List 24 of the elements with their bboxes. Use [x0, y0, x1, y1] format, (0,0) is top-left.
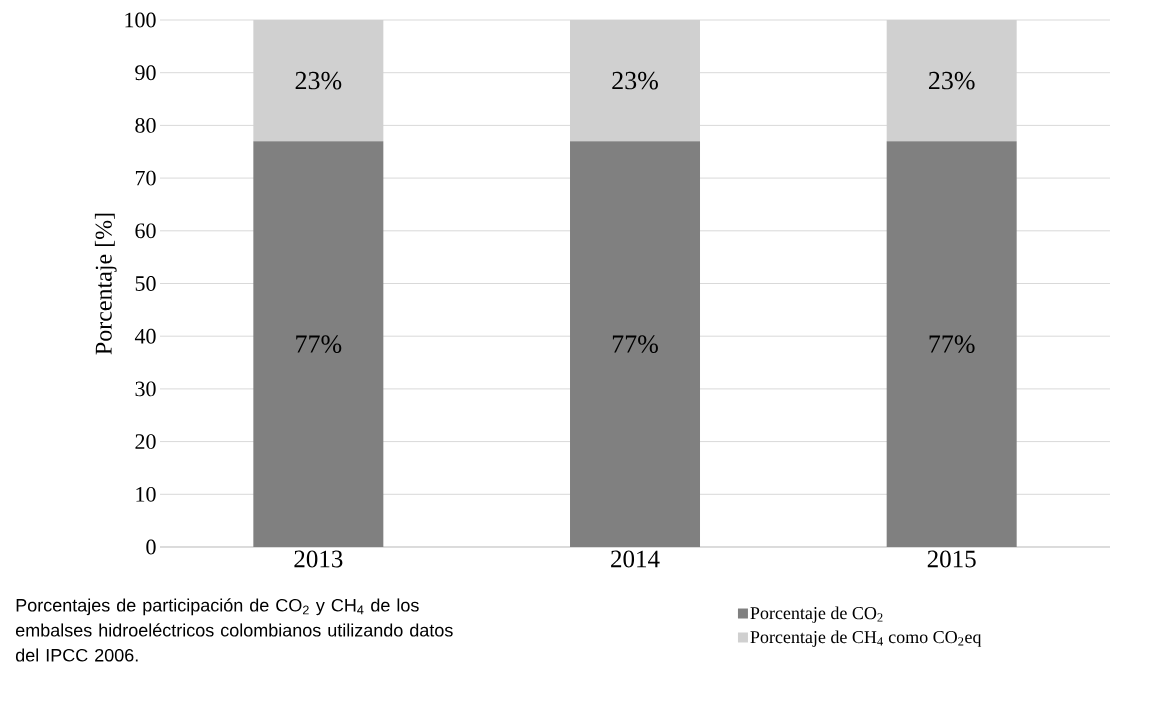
y-tick-label: 70 [135, 170, 156, 186]
x-tick-label: 2015 [927, 550, 976, 568]
y-tick-label: 10 [136, 486, 156, 502]
y-tick-label: 90 [135, 65, 156, 81]
data-label: 23% [928, 71, 975, 90]
text: Porcentajes de participación de CO$_{2}$ y CH$_{4}$ de los embalses hidroeléctricos colombianos utilizando datos del IPCC 2006. [15, 598, 453, 662]
y-tick-label: 100 [125, 12, 156, 28]
y-axis-title: Porcentaje [%] [94, 213, 117, 355]
data-label: 23% [295, 71, 342, 90]
y-tick-label: 40 [134, 328, 156, 344]
y-tick-label: 30 [135, 381, 156, 397]
data-label: 77% [612, 335, 658, 353]
y-tick-label: 80 [135, 117, 156, 133]
x-tick-label: 2013 [294, 550, 343, 568]
y-tick-label: 50 [135, 276, 156, 291]
legend-label: Porcentaje de CH$_{4}$ como CO$_{2}$eq [750, 630, 982, 647]
x-tick-label: 2014 [611, 550, 660, 568]
y-tick-label: 60 [135, 223, 156, 239]
data-label: 23% [612, 71, 658, 90]
y-tick-label: 20 [135, 434, 156, 450]
data-label: 77% [296, 335, 342, 353]
data-label: 77% [929, 335, 975, 353]
legend-label: Porcentaje de CO$_{2}$ [750, 606, 883, 623]
y-tick-label: 0 [146, 539, 156, 555]
